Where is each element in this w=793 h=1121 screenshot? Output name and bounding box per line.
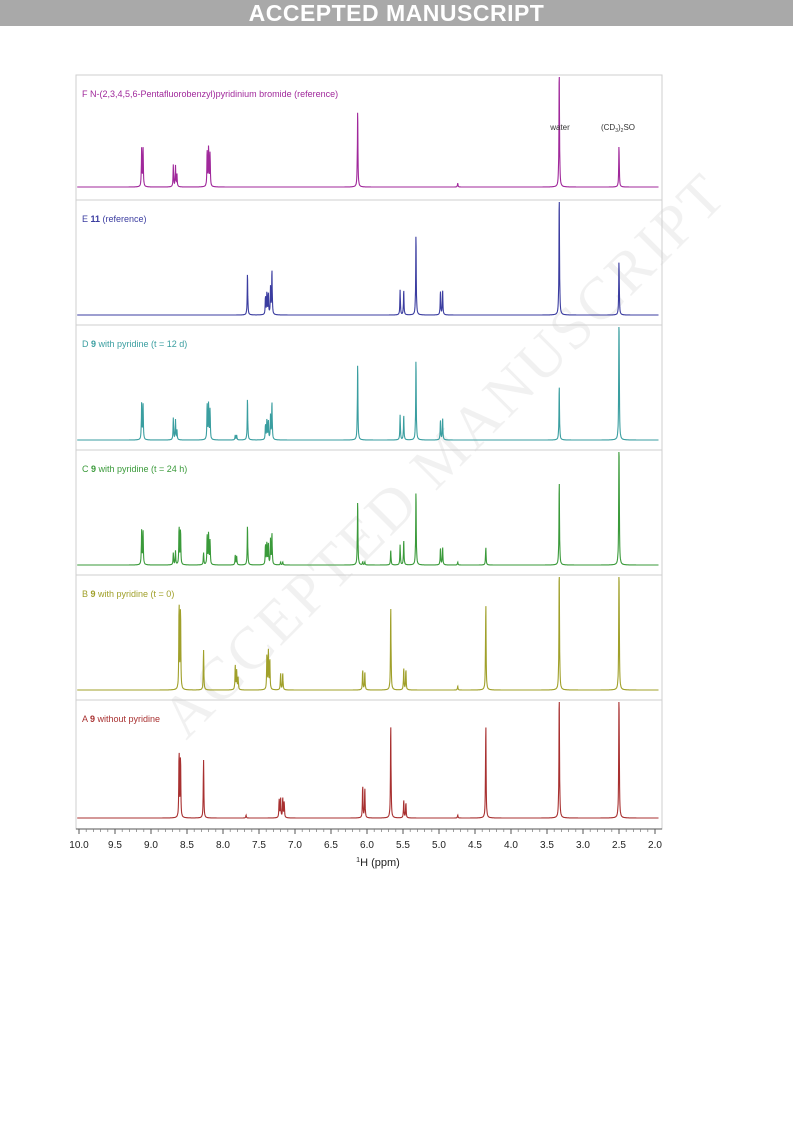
spectrum-trace <box>77 576 659 691</box>
spectrum-trace <box>77 326 659 441</box>
x-tick-label: 2.5 <box>612 840 626 851</box>
spectrum-panel-d: D 9 with pyridine (t = 12 d) <box>76 326 662 451</box>
x-tick-label: 9.0 <box>144 840 158 851</box>
x-tick-label: 4.0 <box>504 840 518 851</box>
plot-frame <box>75 74 663 830</box>
spectrum-label: B 9 with pyridine (t = 0) <box>82 589 174 599</box>
x-tick-label: 8.0 <box>216 840 230 851</box>
x-tick-label: 5.0 <box>432 840 446 851</box>
x-axis-label: 1H (ppm) <box>356 857 400 869</box>
spectrum-label: A 9 without pyridine <box>82 714 160 724</box>
solvent-annotations: water (CD3)2SO <box>549 123 635 134</box>
spectrum-label: F N-(2,3,4,5,6-Pentafluorobenzyl)pyridin… <box>82 89 338 99</box>
x-tick-label: 8.5 <box>180 840 194 851</box>
x-tick-label: 7.5 <box>252 840 266 851</box>
x-tick-label: 2.0 <box>648 840 662 851</box>
x-tick-label: 6.5 <box>324 840 338 851</box>
x-tick-label: 4.5 <box>468 840 482 851</box>
spectrum-panel-b: B 9 with pyridine (t = 0) <box>76 576 662 701</box>
spectrum-trace <box>77 201 659 316</box>
nmr-figure: F N-(2,3,4,5,6-Pentafluorobenzyl)pyridin… <box>69 74 663 869</box>
accepted-manuscript-banner: ACCEPTED MANUSCRIPT <box>0 0 793 26</box>
x-tick-label: 3.0 <box>576 840 590 851</box>
x-tick-label: 7.0 <box>288 840 302 851</box>
nmr-spectra-chart: F N-(2,3,4,5,6-Pentafluorobenzyl)pyridin… <box>69 74 663 869</box>
x-axis: 10.0 9.5 9.0 8.5 8.0 7.5 7.0 6.5 6.0 5.5 5.0 4.5 4.0… <box>69 828 662 851</box>
spectrum-label: E 11 (reference) <box>82 214 147 224</box>
spectrum-label: D 9 with pyridine (t = 12 d) <box>82 339 187 349</box>
dmso-annotation: (CD3)2SO <box>601 123 635 134</box>
spectrum-label: C 9 with pyridine (t = 24 h) <box>82 464 187 474</box>
water-annotation: water <box>549 123 570 132</box>
spectrum-trace <box>77 76 659 188</box>
x-tick-label: 10.0 <box>69 840 89 851</box>
spectrum-panel-f: F N-(2,3,4,5,6-Pentafluorobenzyl)pyridin… <box>76 76 662 201</box>
spectrum-panels: F N-(2,3,4,5,6-Pentafluorobenzyl)pyridin… <box>76 76 662 819</box>
spectrum-panel-a: A 9 without pyridine <box>77 701 659 819</box>
x-tick-label: 9.5 <box>108 840 122 851</box>
x-tick-label: 5.5 <box>396 840 410 851</box>
spectrum-panel-e: E 11 (reference) <box>76 201 662 326</box>
spectrum-trace <box>77 701 659 819</box>
x-axis-title: 1H (ppm) <box>356 857 400 869</box>
spectrum-panel-c: C 9 with pyridine (t = 24 h) <box>76 451 662 576</box>
x-tick-label: 6.0 <box>360 840 374 851</box>
spectrum-trace <box>77 451 659 566</box>
x-tick-label: 3.5 <box>540 840 554 851</box>
